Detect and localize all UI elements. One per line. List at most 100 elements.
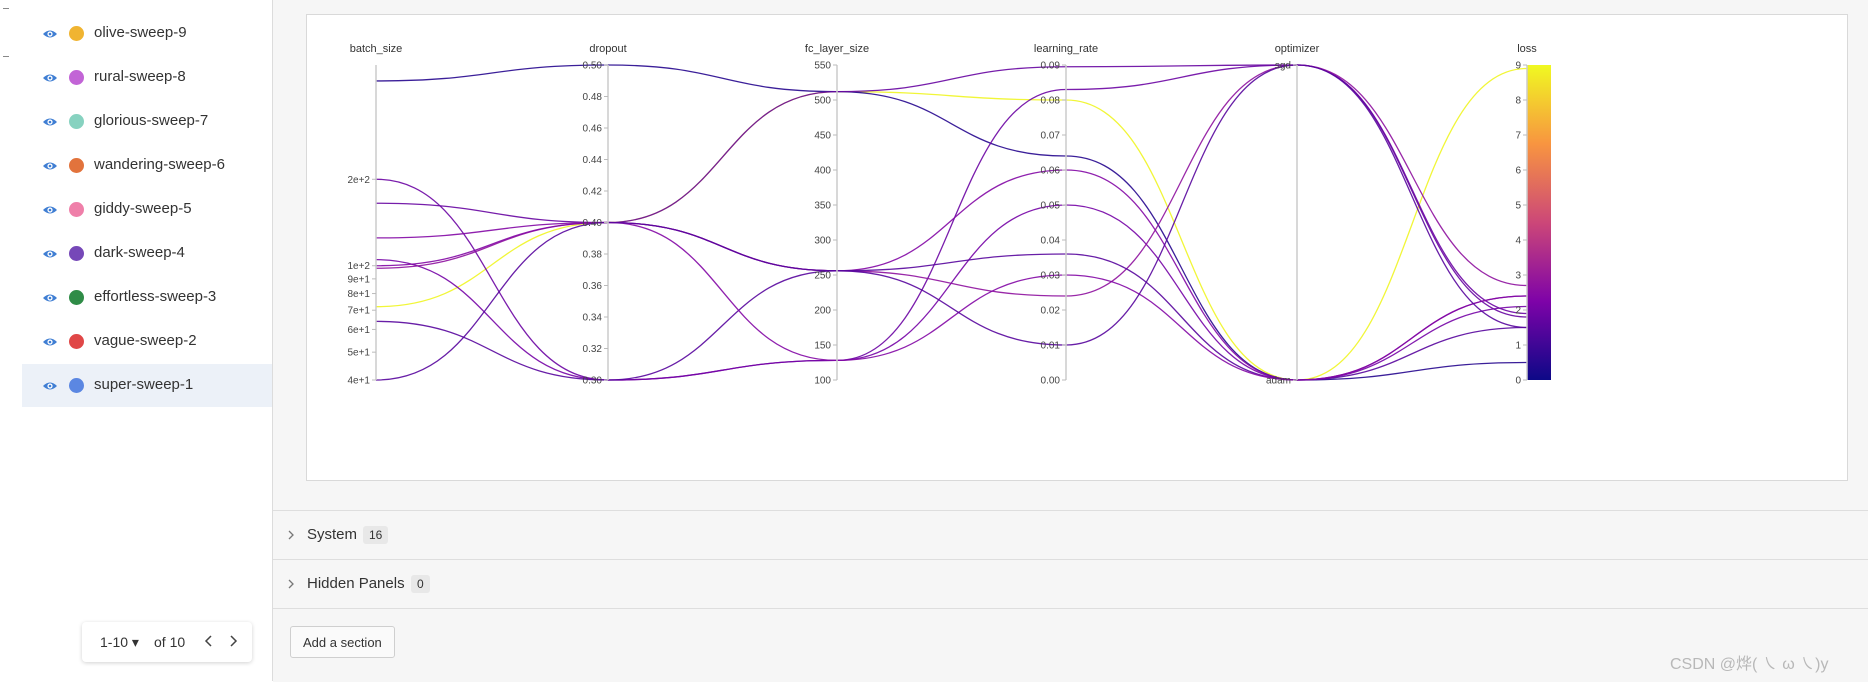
page-range-select[interactable]: 1-10 ▾ <box>100 634 139 650</box>
tick-label: 0.06 <box>1041 166 1061 177</box>
run-color-dot <box>69 158 84 173</box>
tick-label: 0.03 <box>1041 271 1061 282</box>
run-name: glorious-sweep-7 <box>94 112 209 129</box>
section-count-badge: 16 <box>363 526 389 544</box>
run-polyline <box>375 64 1528 381</box>
tick-label: 0.09 <box>1041 61 1061 72</box>
run-name: dark-sweep-4 <box>94 244 185 261</box>
tick-label: 8 <box>1515 96 1521 107</box>
tick-label: 0.32 <box>583 344 603 355</box>
run-name: super-sweep-1 <box>94 376 194 393</box>
run-name: rural-sweep-8 <box>94 68 186 85</box>
eye-icon[interactable] <box>42 378 58 394</box>
tick-label: 0.07 <box>1041 131 1061 142</box>
run-polyline <box>375 64 1528 297</box>
run-polyline <box>375 64 1528 318</box>
tick-label: 1e+2 <box>347 261 370 272</box>
tick-label: 0.50 <box>583 61 603 72</box>
tick-label: 4e+1 <box>347 376 370 387</box>
eye-icon[interactable] <box>42 290 58 306</box>
run-polyline <box>375 169 1528 381</box>
axis-title: loss <box>1517 43 1537 55</box>
tick-label: 150 <box>814 341 831 352</box>
eye-icon[interactable] <box>42 114 58 130</box>
chevron-right-icon <box>288 530 294 540</box>
tick-label: 200 <box>814 306 831 317</box>
watermark: CSDN @烨( ㇏ ω ㇏)y <box>1670 656 1829 673</box>
add-section-button[interactable]: Add a section <box>290 626 395 658</box>
eye-icon[interactable] <box>42 158 58 174</box>
tick-label: 0.00 <box>1041 376 1061 387</box>
parallel-coordinates-panel[interactable]: batch_size 4e+1 5e+1 6e+1 7e+1 8e+1 9e+1 1e+2 2e… <box>306 14 1848 481</box>
run-item[interactable]: effortless-sweep-3 <box>22 276 272 319</box>
run-color-dot <box>69 26 84 41</box>
tick-label: 550 <box>814 61 831 72</box>
eye-icon[interactable] <box>42 70 58 86</box>
tick-label: 0.46 <box>583 124 603 135</box>
eye-icon[interactable] <box>42 246 58 262</box>
loss-colorbar <box>1527 65 1551 380</box>
run-polyline <box>375 64 1528 381</box>
tick-label: 0.44 <box>583 155 603 166</box>
tick-label: 1 <box>1515 341 1521 352</box>
axis-title: fc_layer_size <box>805 43 869 55</box>
section-title: Hidden Panels <box>307 575 405 592</box>
tick-label: 0.02 <box>1041 306 1061 317</box>
left-edge-strip <box>0 0 23 681</box>
tick-label: 0.48 <box>583 92 603 103</box>
axis-learning_rate: learning_rate 0.00 0.01 0.02 0.03 0.04 0.05 0.0… <box>1034 43 1098 387</box>
run-name: giddy-sweep-5 <box>94 200 192 217</box>
run-item[interactable]: super-sweep-1 <box>22 364 272 407</box>
main-workspace: batch_size 4e+1 5e+1 6e+1 7e+1 8e+1 9e+1 1e+2 2e… <box>273 0 1868 682</box>
run-color-dot <box>69 70 84 85</box>
tick-label: 9e+1 <box>347 274 370 285</box>
scroll-tick <box>3 8 9 9</box>
tick-label: 2 <box>1515 306 1521 317</box>
runs-pager: 1-10 ▾ of 10 <box>82 622 252 662</box>
section-system[interactable]: System 16 <box>273 510 1868 559</box>
run-item[interactable]: dark-sweep-4 <box>22 232 272 275</box>
run-item[interactable]: rural-sweep-8 <box>22 56 272 99</box>
tick-label: 8e+1 <box>347 289 370 300</box>
tick-label: 500 <box>814 96 831 107</box>
eye-icon[interactable] <box>42 334 58 350</box>
run-color-dot <box>69 114 84 129</box>
axis-title: learning_rate <box>1034 43 1098 55</box>
run-color-dot <box>69 246 84 261</box>
eye-icon[interactable] <box>42 26 58 42</box>
run-item[interactable]: olive-sweep-9 <box>22 12 272 55</box>
tick-label: 0.38 <box>583 250 603 261</box>
tick-label: 7 <box>1515 131 1521 142</box>
tick-label: 7e+1 <box>347 306 370 317</box>
chevron-left-icon[interactable] <box>200 631 218 651</box>
run-item[interactable]: wandering-sweep-6 <box>22 144 272 187</box>
tick-label: 0.08 <box>1041 96 1061 107</box>
tick-label: 0.04 <box>1041 236 1061 247</box>
run-name: wandering-sweep-6 <box>94 156 225 173</box>
section-hidden-panels[interactable]: Hidden Panels 0 <box>273 559 1868 608</box>
section-title: System <box>307 526 358 543</box>
axis-dropout: dropout 0.30 0.32 0.34 0.36 0.38 0.40 0.42 0.44 0… <box>583 43 627 387</box>
axis-loss: loss 0 1 2 3 4 5 6 7 8 9 <box>1515 43 1551 387</box>
tick-label: 0.42 <box>583 187 603 198</box>
tick-label: 5e+1 <box>347 348 370 359</box>
run-name: olive-sweep-9 <box>94 24 187 41</box>
run-item[interactable]: vague-sweep-2 <box>22 320 272 363</box>
tick-label: 300 <box>814 236 831 247</box>
axis-batch_size: batch_size 4e+1 5e+1 6e+1 7e+1 8e+1 9e+1 1e+2 2e… <box>347 43 402 387</box>
scroll-tick <box>3 56 9 57</box>
tick-label: sgd <box>1275 61 1291 72</box>
tick-label: 0.34 <box>583 313 603 324</box>
tick-label: 350 <box>814 201 831 212</box>
run-item[interactable]: glorious-sweep-7 <box>22 100 272 143</box>
run-color-dot <box>69 202 84 217</box>
tick-label: 450 <box>814 131 831 142</box>
chevron-right-icon[interactable] <box>224 631 242 651</box>
run-item[interactable]: giddy-sweep-5 <box>22 188 272 231</box>
axis-title: dropout <box>589 43 626 55</box>
tick-label: adam <box>1266 376 1291 387</box>
tick-label: 0.40 <box>583 218 603 229</box>
polyline-group <box>375 64 1528 381</box>
tick-label: 0.05 <box>1041 201 1061 212</box>
eye-icon[interactable] <box>42 202 58 218</box>
